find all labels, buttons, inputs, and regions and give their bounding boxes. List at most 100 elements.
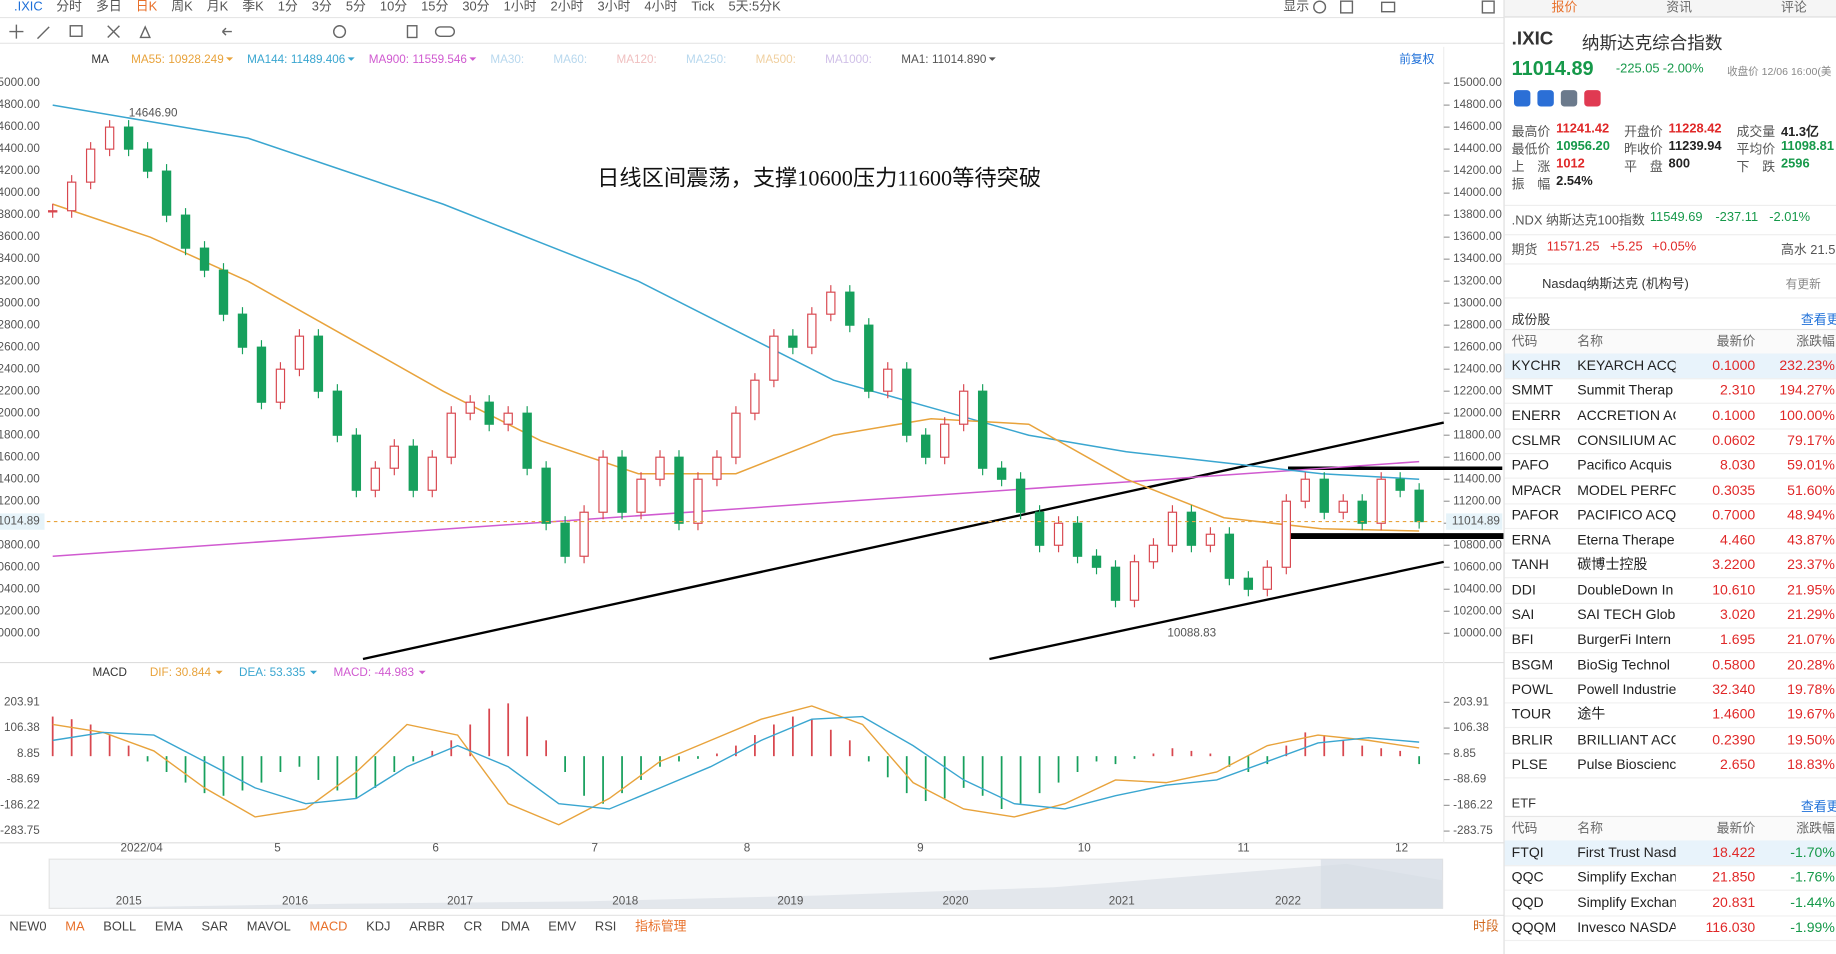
indicator-tab[interactable]: MA (65, 918, 85, 933)
feature-icon[interactable] (1537, 90, 1554, 107)
candle (617, 456, 627, 513)
table-row[interactable]: SAI SAI TECH Globa 3.020 21.29% (1504, 603, 1836, 629)
table-row[interactable]: PAFOR PACIFICO ACQ 0.7000 48.94% (1504, 503, 1836, 529)
period-button[interactable]: 时段 (1473, 918, 1499, 933)
period-tab[interactable]: 15分 (421, 0, 448, 13)
delete-tool[interactable] (406, 25, 418, 39)
table-row[interactable]: CSLMR CONSILIUM AC 0.0602 79.17% (1504, 428, 1836, 455)
name: Pulse Bioscienc (1577, 755, 1676, 773)
macd-label[interactable]: MACD (93, 666, 127, 679)
period-tab[interactable]: 日K (136, 0, 158, 13)
camera-icon[interactable] (1380, 1, 1396, 13)
arrow-tool[interactable] (221, 27, 232, 36)
period-tab[interactable]: 1分 (278, 0, 298, 13)
table-row[interactable]: TOUR 途牛 1.4600 19.67% (1504, 703, 1836, 729)
settings-icon[interactable] (1313, 0, 1327, 14)
indicator-tab[interactable]: RSI (595, 918, 616, 933)
table-row[interactable]: QQQM Invesco NASDAQ 116.030 -1.99% (1504, 915, 1836, 941)
more-link[interactable]: 查看更 (1800, 800, 1836, 815)
period-tab[interactable]: 3小时 (597, 0, 630, 13)
table-row[interactable]: MPACR MODEL PERFO 0.3035 51.60% (1504, 478, 1836, 504)
table-row[interactable]: KYCHR KEYARCH ACQ 0.1000 232.23% (1504, 353, 1836, 380)
indicator-tab[interactable]: ARBR (409, 918, 445, 933)
table-row[interactable]: QQC Simplify Exchange 21.850 -1.76% (1504, 865, 1836, 892)
stat-value: 11239.94 (1668, 139, 1722, 154)
feature-icon[interactable] (1584, 90, 1601, 107)
period-tab[interactable]: 分时 (56, 0, 82, 13)
code: DDI (1511, 581, 1536, 598)
period-tab[interactable]: 10分 (380, 0, 407, 13)
period-tab[interactable]: Tick (691, 0, 715, 13)
display-menu[interactable]: 显示 (1283, 0, 1309, 13)
table-row[interactable]: PAFO Pacifico Acquis 8.030 59.01% (1504, 453, 1836, 479)
indicator-tab[interactable]: CR (464, 918, 483, 933)
candle (560, 522, 570, 557)
x-tick-label: 10 (1078, 842, 1092, 855)
change: -225.05 (1615, 62, 1660, 77)
shape-tool[interactable] (69, 25, 83, 37)
ma-label[interactable]: MA (91, 53, 109, 66)
indicator-tab[interactable]: EMV (548, 918, 576, 933)
table-row[interactable]: DDI DoubleDown In 10.610 21.95% (1504, 578, 1836, 604)
table-row[interactable]: FTQI First Trust Nasdaq 18.422 -1.70% (1504, 840, 1836, 867)
symbol: .IXIC (14, 0, 43, 13)
org-row[interactable]: Nasdaq纳斯达克 (机构号) 有更新 (1504, 263, 1836, 299)
table-row[interactable]: BFI BurgerFi Intern 1.695 21.07% (1504, 628, 1836, 654)
period-tab[interactable]: 30分 (462, 0, 489, 13)
period-tab[interactable]: 4小时 (644, 0, 677, 13)
panel-tab[interactable]: 报价 (1551, 1, 1578, 16)
crosshair-tool[interactable] (9, 24, 24, 39)
period-tab[interactable]: 5分 (346, 0, 366, 13)
more-link[interactable]: 查看更 (1800, 313, 1836, 328)
eye-tool[interactable] (333, 25, 347, 39)
toggle-tool[interactable] (434, 26, 456, 37)
period-tab[interactable]: 月K (207, 0, 229, 13)
table-row[interactable]: PLSE Pulse Bioscienc 2.650 18.83% (1504, 752, 1836, 779)
indicator-tab[interactable]: BOLL (103, 918, 136, 933)
candle (332, 390, 343, 436)
panel-tab[interactable]: 资讯 (1666, 1, 1692, 16)
indicator-tab[interactable]: MACD (310, 918, 348, 933)
table-row[interactable]: QQD Simplify Exchange 20.831 -1.44% (1504, 890, 1836, 917)
window-icon[interactable] (1481, 0, 1495, 14)
table-row[interactable]: BRLIR BRILLIANT ACC 0.2390 19.50% (1504, 727, 1836, 754)
dif-line (52, 705, 1420, 826)
indicator-tab[interactable]: 指标管理 (635, 918, 687, 933)
panel-tab[interactable]: 评论 (1780, 1, 1807, 16)
pattern-tool[interactable] (139, 25, 151, 39)
navigator-year: 2019 (777, 894, 803, 907)
feature-icon[interactable] (1560, 90, 1578, 107)
period-tab[interactable]: 2小时 (551, 0, 584, 13)
layout-icon[interactable] (1340, 0, 1354, 14)
y-tick-label-left: 106.38 (4, 721, 40, 734)
indicator-tab[interactable]: DMA (501, 918, 530, 933)
indicator-tab[interactable]: MAVOL (247, 918, 291, 933)
table-row[interactable]: TANH 碳博士控股 3.2200 23.37% (1504, 553, 1836, 579)
period-tab[interactable]: 多日 (96, 0, 122, 13)
period-tab[interactable]: 5天:5分K (728, 0, 781, 13)
indicator-tab[interactable]: KDJ (366, 918, 390, 933)
period-tab[interactable]: 季K (242, 0, 264, 13)
period-tab[interactable]: 周K (171, 0, 193, 13)
name: MODEL PERFO (1577, 481, 1676, 499)
last-price: 4.460 (1720, 531, 1756, 548)
table-row[interactable]: ENERR ACCRETION AC 0.1000 100.00% (1504, 403, 1836, 430)
period-tab[interactable]: 1小时 (504, 0, 537, 13)
fib-tool[interactable] (107, 25, 120, 38)
indicator-tab[interactable]: SAR (202, 918, 228, 933)
period-tab[interactable]: 3分 (312, 0, 332, 13)
line-tool[interactable] (36, 26, 50, 40)
candle (1186, 511, 1197, 546)
table-row[interactable]: BSGM BioSig Technol 0.5800 20.28% (1504, 653, 1836, 679)
adjust-button[interactable]: 前复权 (1399, 52, 1434, 66)
candle (522, 412, 532, 469)
indicator-tab[interactable]: EMA (155, 918, 183, 933)
candle (788, 335, 798, 348)
feature-icon[interactable] (1513, 90, 1531, 107)
navigator-window[interactable] (1320, 859, 1443, 909)
indicator-tab[interactable]: NEW0 (9, 918, 46, 933)
table-row[interactable]: ERNA Eterna Therape 4.460 43.87% (1504, 528, 1836, 554)
last-price: 0.0602 (1712, 431, 1756, 449)
table-row[interactable]: SMMT Summit Therap 2.310 194.27% (1504, 378, 1836, 405)
table-row[interactable]: POWL Powell Industrie 32.340 19.78% (1504, 678, 1836, 704)
